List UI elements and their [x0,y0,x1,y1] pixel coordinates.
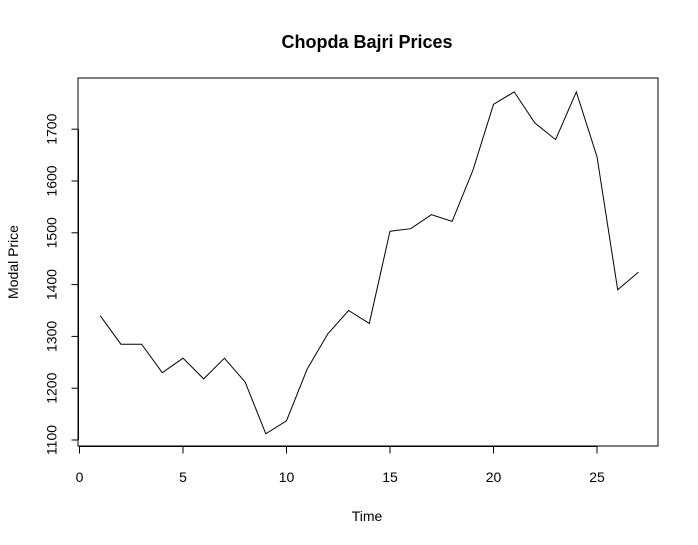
plot-area-border [77,77,659,447]
y-tick-label: 1700 [44,113,60,144]
series-line [99,90,639,435]
x-tick-label: 15 [382,469,398,485]
y-axis-label: Modal Price [5,225,21,299]
y-tick-label: 1200 [44,372,60,403]
y-tick-label: 1100 [44,425,60,455]
x-tick-label: 5 [179,469,187,485]
x-axis-label: Time [352,508,383,524]
x-tick-label: 10 [279,469,295,485]
y-tick-label: 1500 [44,217,60,248]
y-tick-label: 1300 [44,321,60,352]
y-axis: 1100 1200 1300 1400 1500 1600 1700 [44,113,79,455]
x-tick-label: 0 [76,469,84,485]
y-tick-label: 1400 [44,269,60,300]
y-tick-label: 1600 [44,165,60,196]
x-tick-label: 20 [486,469,502,485]
x-tick-label: 25 [589,469,605,485]
chart-title: Chopda Bajri Prices [281,32,452,52]
x-axis: 0 5 10 15 20 25 [76,446,605,485]
